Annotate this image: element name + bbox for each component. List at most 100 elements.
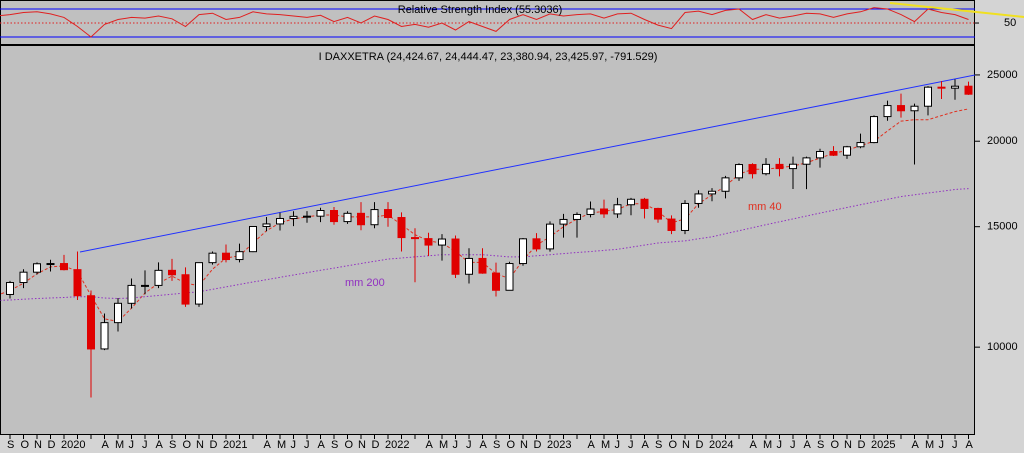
- x-tick-label: J: [952, 439, 958, 451]
- x-tick-label: J: [939, 439, 945, 451]
- candle-body: [681, 202, 689, 231]
- candle-body: [532, 238, 541, 250]
- x-tick-label: S: [169, 439, 176, 451]
- y-tick-label: 10000: [987, 341, 1018, 353]
- candle-body: [262, 223, 271, 227]
- x-tick-label: M: [115, 439, 124, 451]
- candle-body: [114, 302, 122, 324]
- candle-body: [586, 208, 595, 215]
- rsi-line: [0, 7, 969, 38]
- x-tick-label: D: [210, 439, 218, 451]
- x-tick-label: S: [7, 439, 14, 451]
- candle-body: [357, 212, 365, 226]
- candle-body: [573, 213, 581, 220]
- x-tick-label: O: [669, 439, 678, 451]
- x-tick-label: O: [345, 439, 354, 451]
- x-tick-label: A: [750, 439, 758, 451]
- candle-body: [168, 269, 176, 276]
- x-tick-label: J: [777, 439, 783, 451]
- candle-body: [87, 295, 95, 350]
- rsi-title: Relative Strength Index (55.3036): [398, 4, 563, 16]
- x-tick-label: M: [763, 439, 772, 451]
- candle-body: [748, 164, 757, 175]
- x-tick-label: D: [372, 439, 380, 451]
- candle-body: [640, 198, 649, 209]
- candle-body: [289, 215, 298, 219]
- x-tick-label: A: [804, 439, 812, 451]
- candle-body: [438, 238, 446, 246]
- candle-body: [424, 238, 433, 246]
- candle-body: [694, 193, 703, 204]
- y-tick-label: 20000: [987, 135, 1018, 147]
- candle-body: [19, 271, 28, 284]
- candle-body: [303, 215, 311, 218]
- candle-body: [451, 238, 460, 275]
- x-tick-label: J: [628, 439, 634, 451]
- x-tick-label: S: [493, 439, 500, 451]
- candle-body: [654, 207, 662, 220]
- y-tick-label: 25000: [987, 69, 1018, 81]
- x-tick-label: N: [844, 439, 852, 451]
- x-tick-label: M: [277, 439, 286, 451]
- x-tick-label: J: [142, 439, 148, 451]
- x-tick-label: 2024: [709, 439, 733, 451]
- candle-body: [478, 257, 487, 274]
- candle-body: [208, 252, 217, 264]
- candle-body: [100, 322, 109, 350]
- x-tick-label: A: [588, 439, 596, 451]
- x-tick-label: S: [655, 439, 662, 451]
- moving-average: [0, 188, 969, 301]
- candle-body: [816, 151, 824, 159]
- candle-body: [465, 257, 473, 275]
- candle-body: [154, 269, 163, 286]
- x-tick-label: A: [480, 439, 488, 451]
- candle-body: [600, 208, 608, 215]
- candle-body: [235, 251, 244, 261]
- candle-body: [897, 105, 905, 112]
- series-label: mm 200: [345, 277, 385, 289]
- candle-body: [789, 163, 797, 170]
- candle-body: [343, 212, 352, 223]
- candle-body: [492, 272, 500, 291]
- candle-body: [60, 263, 68, 271]
- x-tick-label: A: [102, 439, 110, 451]
- x-tick-label: D: [858, 439, 866, 451]
- x-tick-label: M: [601, 439, 610, 451]
- candle-body: [910, 105, 919, 112]
- x-tick-label: J: [466, 439, 472, 451]
- candle-body: [721, 177, 730, 192]
- candle-body: [384, 209, 392, 219]
- chart-title: I DAXXETRA (24,424.67, 24,444.47, 23,380…: [319, 51, 658, 63]
- x-tick-label: J: [453, 439, 459, 451]
- candle-body: [964, 85, 973, 95]
- x-tick-label: 2020: [61, 439, 85, 451]
- candle-body: [519, 238, 527, 265]
- candle-body: [141, 284, 149, 287]
- x-tick-label: A: [318, 439, 326, 451]
- candle-body: [870, 116, 878, 144]
- price-panel: [0, 74, 975, 398]
- candle-body: [181, 274, 190, 305]
- candle-body: [951, 85, 959, 89]
- y-tick-label: 50: [1004, 17, 1016, 29]
- x-tick-label: J: [304, 439, 310, 451]
- candle-body: [735, 164, 743, 179]
- candle-body: [505, 263, 514, 291]
- x-tick-label: 2023: [547, 439, 571, 451]
- candle-body: [46, 263, 55, 266]
- series-label: mm 40: [748, 201, 782, 213]
- candle-body: [316, 210, 325, 217]
- candle-body: [559, 218, 568, 225]
- candle-body: [397, 217, 406, 239]
- x-tick-label: D: [48, 439, 56, 451]
- x-tick-label: 2022: [385, 439, 409, 451]
- x-tick-label: J: [291, 439, 297, 451]
- candle-body: [667, 218, 676, 231]
- candle-body: [627, 198, 635, 206]
- x-tick-label: A: [264, 439, 272, 451]
- x-tick-label: D: [696, 439, 704, 451]
- rsi-trend-line: [889, 2, 1024, 18]
- candle-body: [370, 209, 379, 226]
